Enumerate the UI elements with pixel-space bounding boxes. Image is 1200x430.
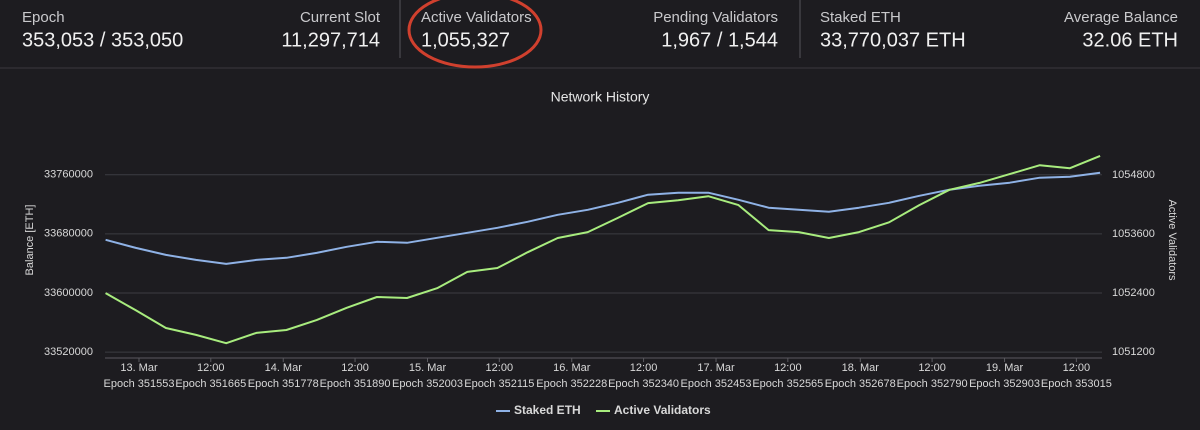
y-tick-label: 33520000 <box>44 346 93 358</box>
x-tick-label: Epoch 351890 <box>320 378 391 390</box>
x-tick-date: 12:00 <box>1063 362 1091 374</box>
y2-tick-label: 1053600 <box>1112 228 1155 240</box>
chart-title: Network History <box>551 89 650 105</box>
y-tick-label: 33600000 <box>44 287 93 299</box>
x-tick-label: Epoch 352790 <box>897 378 968 390</box>
x-tick-label: Epoch 352453 <box>681 378 752 390</box>
x-tick-date: 14. Mar <box>265 362 303 374</box>
stat-value: 1,967 / 1,544 <box>661 29 778 51</box>
x-tick-label: Epoch 352228 <box>536 378 607 390</box>
y-tick-label: 33680000 <box>44 228 93 240</box>
y2-tick-label: 1054800 <box>1112 169 1155 181</box>
x-tick-date: 13. Mar <box>120 362 158 374</box>
stat-label: Current Slot <box>300 9 381 26</box>
x-tick-label: Epoch 351665 <box>175 378 246 390</box>
legend-label: Staked ETH <box>514 403 581 417</box>
y-tick-label: 33760000 <box>44 169 93 181</box>
stat-value: 33,770,037 ETH <box>820 29 966 51</box>
stat-label: Staked ETH <box>820 9 901 26</box>
x-tick-date: 12:00 <box>630 362 658 374</box>
stat-label: Active Validators <box>421 9 532 26</box>
y2-axis-title: Active Validators <box>1166 199 1178 281</box>
x-tick-date: 16. Mar <box>553 362 591 374</box>
legend-label: Active Validators <box>614 403 711 417</box>
series-line <box>105 154 1101 345</box>
x-tick-label: Epoch 351553 <box>104 378 175 390</box>
x-tick-label: Epoch 352903 <box>969 378 1040 390</box>
x-tick-label: Epoch 352115 <box>464 378 534 390</box>
y-axis-title: Balance [ETH] <box>24 205 36 276</box>
stat-value: 1,055,327 <box>421 29 510 51</box>
x-tick-date: 12:00 <box>341 362 369 374</box>
x-tick-date: 18. Mar <box>842 362 880 374</box>
x-tick-date: 19. Mar <box>986 362 1024 374</box>
stat-value: 353,053 / 353,050 <box>22 29 183 51</box>
stat-label: Epoch <box>22 9 65 26</box>
x-tick-date: 12:00 <box>197 362 225 374</box>
x-tick-label: Epoch 353015 <box>1041 378 1112 390</box>
stat-label: Pending Validators <box>653 9 778 26</box>
x-tick-label: Epoch 352003 <box>392 378 463 390</box>
x-tick-label: Epoch 351778 <box>248 378 319 390</box>
y2-tick-label: 1051200 <box>1112 346 1155 358</box>
stat-value: 11,297,714 <box>281 29 380 51</box>
x-tick-label: Epoch 352678 <box>825 378 896 390</box>
x-tick-date: 12:00 <box>918 362 946 374</box>
x-tick-date: 15. Mar <box>409 362 447 374</box>
x-tick-date: 12:00 <box>774 362 802 374</box>
stat-label: Average Balance <box>1064 9 1178 26</box>
x-tick-label: Epoch 352565 <box>752 378 823 390</box>
x-tick-label: Epoch 352340 <box>608 378 679 390</box>
series-line <box>105 171 1101 265</box>
highlight-ellipse <box>407 0 543 69</box>
x-tick-date: 12:00 <box>486 362 514 374</box>
x-tick-date: 17. Mar <box>697 362 735 374</box>
stat-value: 32.06 ETH <box>1082 29 1178 51</box>
y2-tick-label: 1052400 <box>1112 287 1155 299</box>
